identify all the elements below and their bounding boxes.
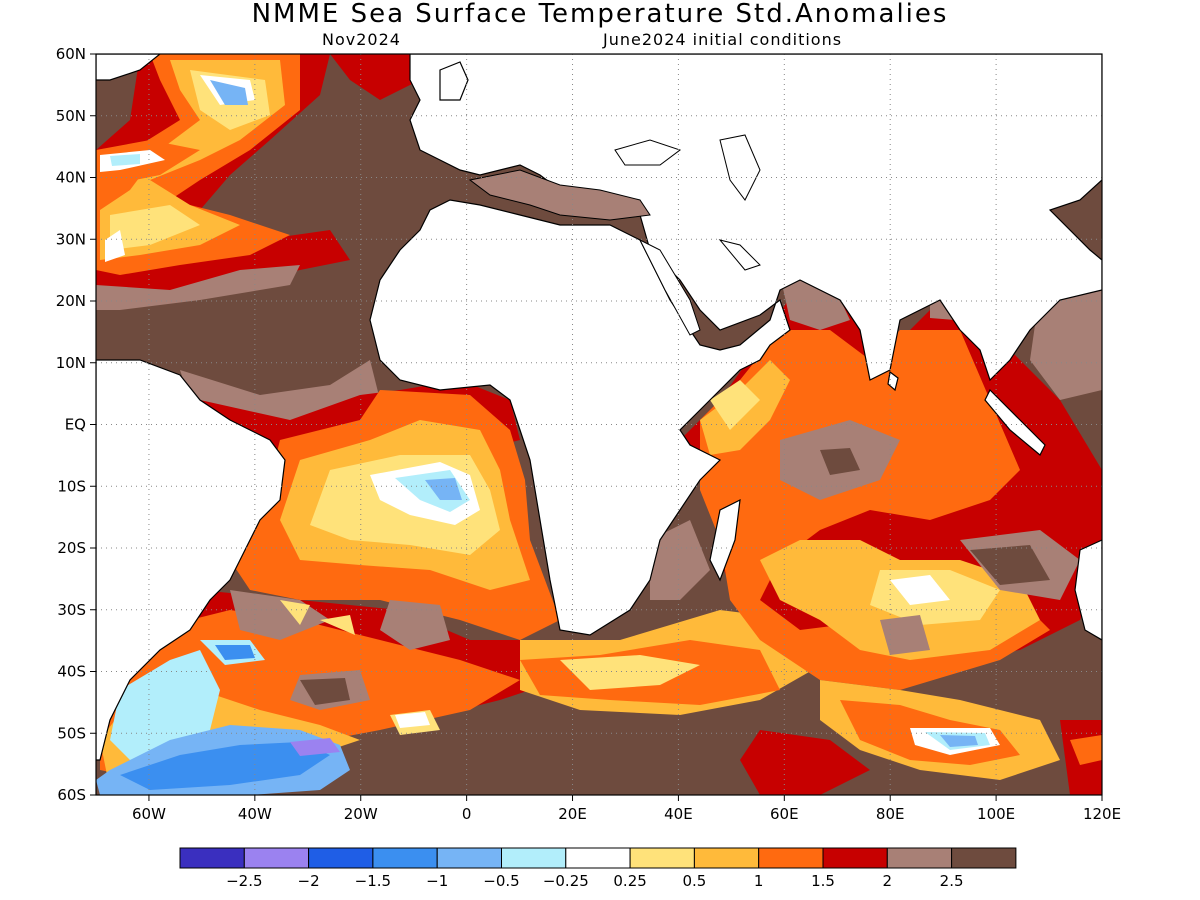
anomaly-region <box>1070 735 1102 765</box>
legend-label: −2 <box>298 872 320 890</box>
legend-label: −0.25 <box>543 872 589 890</box>
lat-tick-label: 60S <box>57 786 86 804</box>
legend-swatch <box>822 847 888 869</box>
land-layer <box>96 54 1102 761</box>
lat-tick-label: 50S <box>57 724 86 742</box>
legend-swatch <box>629 847 695 869</box>
legend-swatch <box>179 847 245 869</box>
initial-conditions: June2024 initial conditions <box>603 30 843 49</box>
land-madagascar <box>709 498 741 582</box>
inland-seas <box>468 134 761 336</box>
lon-tick-label: 100E <box>977 805 1015 823</box>
anomaly-region <box>650 520 710 600</box>
anomaly-region <box>425 478 462 500</box>
anomaly-region <box>110 650 220 760</box>
anomaly-region <box>210 80 248 105</box>
lon-tick-label: 80E <box>876 805 905 823</box>
latitude-labels: 60N 50N 40N 30N 20N 10N EQ 10S 20S 30S 40S 50S 60S <box>56 45 86 804</box>
land-eurasia-africa <box>369 54 1102 636</box>
lat-tick-label: EQ <box>65 416 86 434</box>
anomaly-region <box>96 265 300 310</box>
anomaly-region <box>110 154 140 166</box>
lon-tick-label: 0 <box>462 805 472 823</box>
legend-swatch <box>886 847 953 869</box>
lon-tick-label: 40E <box>664 805 693 823</box>
lat-tick-label: 50N <box>56 107 86 125</box>
legend-swatch <box>436 847 503 869</box>
legend-label: 0.25 <box>613 872 646 890</box>
lat-tick-label: 60N <box>56 45 86 63</box>
legend-swatch <box>951 847 1017 869</box>
anomaly-region <box>780 420 1080 655</box>
anomaly-region <box>890 575 950 605</box>
anomaly-region <box>215 645 255 660</box>
lat-tick-label: 10S <box>57 477 86 495</box>
legend-swatch <box>758 847 824 869</box>
legend-swatch <box>565 847 631 869</box>
anomaly-region <box>230 590 450 710</box>
anomaly-region <box>395 712 430 728</box>
sea-black-sea <box>614 139 682 166</box>
color-legend: −2.5 −2 −1.5 −1 −0.5 −0.25 0.25 0.5 1 1.5 2 2.5 <box>179 847 1017 890</box>
anomaly-region <box>110 70 270 250</box>
sea-persian-gulf <box>718 239 761 271</box>
lon-tick-label: 60W <box>132 805 166 823</box>
land-greenland <box>96 54 161 81</box>
map-title: NMME Sea Surface Temperature Std.Anomali… <box>251 0 949 29</box>
anomaly-region <box>290 738 340 756</box>
anomaly-region <box>710 380 1000 625</box>
lat-tick-label: 40S <box>57 663 86 681</box>
legend-swatch <box>372 847 438 869</box>
legend-swatch <box>501 847 567 869</box>
land-south-america <box>96 359 286 761</box>
legend-label: −2.5 <box>226 872 262 890</box>
legend-label: −1.5 <box>355 872 391 890</box>
legend-swatch <box>243 847 310 869</box>
lat-tick-label: 40N <box>56 169 86 187</box>
lon-tick-label: 120E <box>1083 805 1121 823</box>
land-british-isles <box>439 61 469 101</box>
forecast-month: Nov2024 <box>322 30 401 49</box>
land-australia <box>1074 539 1102 641</box>
lat-tick-label: 20N <box>56 292 86 310</box>
anomaly-region <box>120 742 330 790</box>
legend-label: 1.5 <box>811 872 835 890</box>
anomaly-region <box>820 448 1050 585</box>
legend-swatch <box>693 847 760 869</box>
legend-label: −0.5 <box>483 872 519 890</box>
anomaly-region <box>740 720 1102 795</box>
graticule <box>96 54 1102 795</box>
land-sri-lanka <box>887 370 899 392</box>
legend-label: −1 <box>426 872 448 890</box>
anomaly-region <box>300 678 350 705</box>
lat-tick-label: 10N <box>56 354 86 372</box>
legend-label: 0.5 <box>682 872 706 890</box>
lon-tick-label: 40W <box>238 805 272 823</box>
lon-tick-label: 20W <box>344 805 378 823</box>
anomaly-region <box>560 655 700 690</box>
sea-caspian <box>719 134 761 201</box>
lat-tick-label: 30S <box>57 601 86 619</box>
axis-ticks <box>90 53 1103 801</box>
legend-swatch <box>308 847 374 869</box>
sea-red-sea <box>638 238 701 336</box>
legend-label: 1 <box>754 872 764 890</box>
lat-tick-label: 20S <box>57 539 86 557</box>
anomaly-region <box>940 735 978 747</box>
legend-label: 2.5 <box>940 872 964 890</box>
lat-tick-label: 30N <box>56 230 86 248</box>
land-sumatra <box>984 388 1046 456</box>
legend-label: 2 <box>883 872 893 890</box>
longitude-labels: 60W 40W 20W 0 20E 40E 60E 80E 100E 120E <box>132 805 1121 823</box>
lon-tick-label: 60E <box>770 805 799 823</box>
lon-tick-label: 20E <box>558 805 587 823</box>
sea-mediterranean <box>468 169 651 221</box>
